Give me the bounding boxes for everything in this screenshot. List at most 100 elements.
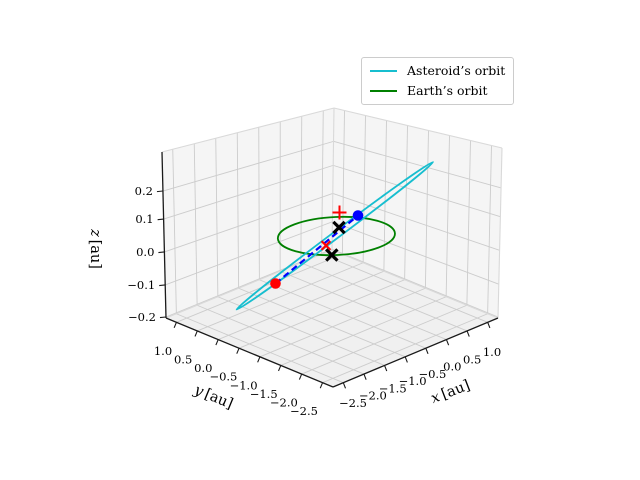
gridline-z-right-4 — [331, 248, 499, 318]
gridline-y-floor-1 — [197, 262, 364, 332]
marker-blue-circle — [352, 210, 364, 221]
y-tick-label-4: −1.0 — [230, 378, 258, 392]
marker-red-x — [320, 240, 332, 251]
edge-floor-right — [331, 249, 499, 319]
marker-black-x — [325, 248, 339, 262]
asteroid-orbit-line — [235, 161, 435, 311]
gridline-y-wall-7 — [487, 145, 492, 314]
legend-line-earth-swatch — [370, 89, 397, 92]
z-tick-4 — [159, 316, 167, 319]
gridline-y-floor-0 — [176, 253, 343, 323]
gridline-z-right-3 — [332, 221, 499, 285]
gridline-z-left-3 — [165, 221, 333, 286]
edge-back-corner — [331, 107, 335, 251]
z-tick-3 — [159, 284, 166, 287]
x-tick-6 — [466, 330, 470, 337]
gridline-x-floor-3 — [238, 287, 406, 358]
gridline-x-floor-1 — [196, 304, 365, 375]
marker-black-x — [332, 220, 346, 235]
gridline-y-floor-4 — [259, 287, 426, 358]
x-tick-4 — [425, 347, 429, 354]
gridline-y-floor-5 — [280, 296, 447, 366]
gridline-x-wall-4 — [258, 127, 260, 280]
gridline-y-wall-6 — [466, 140, 471, 306]
y-tick-label-5: −1.5 — [250, 387, 278, 401]
x-tick-label-6: 0.5 — [463, 352, 481, 366]
gridline-x-floor-5 — [279, 270, 447, 340]
gridline-y-floor-2 — [218, 270, 385, 340]
y-tick-label-0: 1.0 — [154, 344, 172, 358]
x-tick-label-4: −0.5 — [418, 367, 446, 381]
gridline-y-wall-3 — [404, 125, 408, 280]
gridline-y-floor-3 — [238, 279, 405, 349]
y-tick-label-1: 0.5 — [174, 353, 192, 367]
x-axis-label: x [au] — [429, 378, 472, 407]
gridline-z-left-2 — [164, 193, 333, 253]
z-tick-0 — [156, 190, 163, 193]
x-tick-label-0: −2.5 — [339, 396, 367, 410]
x-axis-spine — [332, 317, 499, 388]
gridline-x-floor-2 — [217, 296, 385, 366]
gridline-x-wall-2 — [215, 138, 219, 297]
legend-line-asteroid-swatch — [370, 70, 397, 73]
edge-floor-left — [165, 249, 333, 319]
edge-right-wall-right — [497, 147, 503, 319]
dashed-connection-line — [274, 214, 359, 285]
x-tick-7 — [487, 322, 491, 329]
gridline-x-wall-1 — [193, 143, 198, 306]
gridline-z-right-1 — [333, 164, 501, 218]
z-tick-label-4: −0.2 — [128, 310, 156, 324]
x-tick-2 — [384, 365, 388, 372]
z-tick-2 — [158, 251, 165, 254]
x-tick-label-7: 1.0 — [483, 345, 501, 359]
y-axis-label: y [au] — [191, 382, 235, 413]
y-tick-4 — [257, 356, 261, 363]
y-tick-label-3: −0.5 — [209, 370, 237, 384]
x-tick-label-2: −1.5 — [379, 381, 407, 395]
legend-label-asteroid: Asteroid’s orbit — [407, 63, 506, 78]
gridline-x-wall-7 — [321, 110, 324, 255]
z-axis-label: z [au] — [87, 228, 103, 269]
gridline-y-wall-2 — [383, 120, 387, 272]
x-tick-label-1: −2.0 — [359, 389, 387, 403]
gridline-x-floor-4 — [259, 279, 426, 349]
z-tick-label-2: 0.0 — [136, 245, 154, 259]
y-tick-label-2: 0.0 — [194, 361, 212, 375]
gridline-x-floor-6 — [300, 262, 468, 332]
y-tick-label-7: −2.5 — [290, 404, 318, 418]
z-tick-label-3: −0.1 — [127, 278, 155, 292]
gridline-z-right-0 — [333, 140, 502, 189]
gridline-z-right-2 — [332, 193, 500, 251]
z-tick-label-1: 0.1 — [135, 212, 153, 226]
y-tick-7 — [319, 382, 324, 389]
y-tick-2 — [215, 339, 219, 346]
x-tick-1 — [363, 373, 367, 380]
gridline-x-floor-7 — [321, 253, 488, 323]
y-tick-5 — [278, 365, 282, 372]
y-tick-label-6: −2.0 — [270, 395, 298, 409]
x-tick-5 — [445, 339, 450, 346]
gridline-z-left-0 — [162, 140, 334, 192]
y-tick-3 — [236, 347, 240, 354]
gridline-x-floor-0 — [176, 313, 344, 384]
z-tick-label-0: 0.2 — [135, 184, 153, 198]
z-tick-1 — [157, 218, 164, 221]
x-tick-0 — [342, 382, 347, 389]
legend-label-earth: Earth’s orbit — [407, 82, 488, 98]
z-axis-spine — [161, 151, 167, 319]
legend-entry-earth: Earth’s orbit — [370, 82, 505, 98]
x-tick-3 — [404, 356, 408, 363]
gridline-z-left-1 — [163, 164, 334, 220]
x-tick-label-3: −1.0 — [399, 374, 427, 388]
gridline-x-wall-3 — [236, 132, 240, 289]
legend-entry-asteroid: Asteroid’s orbit — [370, 63, 506, 78]
gridline-y-floor-6 — [301, 304, 468, 375]
y-tick-6 — [298, 373, 303, 380]
gridline-y-wall-4 — [424, 130, 429, 289]
gridline-x-wall-6 — [300, 116, 303, 263]
pane-right-wall — [332, 108, 502, 318]
earth-orbit-line — [276, 215, 396, 257]
gridline-y-wall-5 — [445, 135, 450, 297]
legend: Asteroid’s orbit Earth’s orbit — [361, 57, 514, 105]
